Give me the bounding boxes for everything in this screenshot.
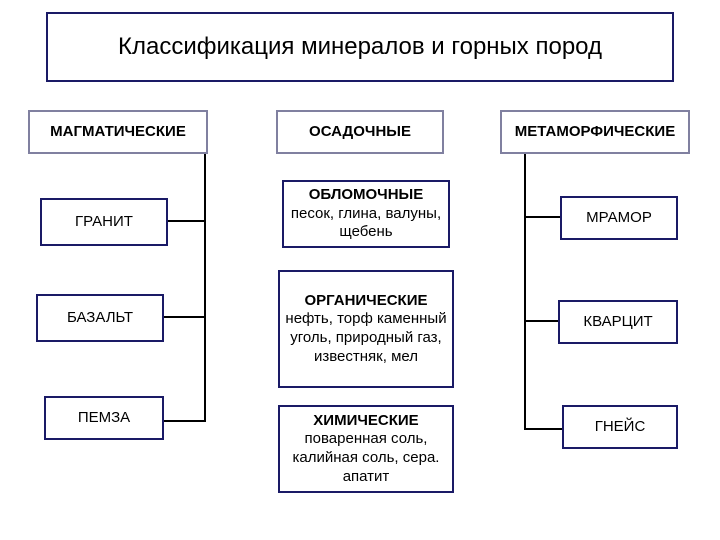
leaf-chemical-heading: ХИМИЧЕСКИЕ [313, 412, 418, 431]
category-magmatic-label: МАГМАТИЧЕСКИЕ [50, 123, 186, 142]
leaf-chemical: ХИМИЧЕСКИЕ поваренная соль, калийная сол… [278, 405, 454, 493]
connector-mag-basalt [164, 316, 204, 318]
category-sedimentary: ОСАДОЧНЫЕ [276, 110, 444, 154]
leaf-quartzite-label: КВАРЦИТ [583, 313, 652, 332]
leaf-marble-label: МРАМОР [586, 209, 652, 228]
connector-mag-granite [168, 220, 204, 222]
leaf-basalt-label: БАЗАЛЬТ [67, 309, 133, 328]
leaf-gneiss: ГНЕЙС [562, 405, 678, 449]
connector-met-quartz [524, 320, 558, 322]
leaf-clastic-heading: ОБЛОМОЧНЫЕ [309, 186, 424, 205]
leaf-basalt: БАЗАЛЬТ [36, 294, 164, 342]
leaf-chemical-body: поваренная соль, калийная соль, сера. ап… [284, 430, 448, 486]
category-magmatic: МАГМАТИЧЕСКИЕ [28, 110, 208, 154]
category-metamorphic-label: МЕТАМОРФИЧЕСКИЕ [515, 123, 675, 142]
leaf-pumice-label: ПЕМЗА [78, 409, 130, 428]
category-sedimentary-label: ОСАДОЧНЫЕ [309, 123, 411, 142]
connector-met-gneiss [524, 428, 562, 430]
leaf-gneiss-label: ГНЕЙС [595, 418, 646, 437]
title-text: Классификация минералов и горных пород [118, 32, 602, 62]
leaf-pumice: ПЕМЗА [44, 396, 164, 440]
connector-met-trunk [524, 154, 526, 430]
leaf-clastic-body: песок, глина, валуны, щебень [288, 205, 444, 243]
leaf-granite: ГРАНИТ [40, 198, 168, 246]
leaf-organic-body: нефть, торф каменный уголь, природный га… [284, 310, 448, 366]
leaf-granite-label: ГРАНИТ [75, 213, 133, 232]
leaf-clastic: ОБЛОМОЧНЫЕ песок, глина, валуны, щебень [282, 180, 450, 248]
connector-met-marble [524, 216, 560, 218]
connector-mag-trunk [204, 154, 206, 422]
diagram-title: Классификация минералов и горных пород [46, 12, 674, 82]
leaf-organic-heading: ОРГАНИЧЕСКИЕ [305, 292, 428, 311]
leaf-marble: МРАМОР [560, 196, 678, 240]
connector-mag-pumice [164, 420, 206, 422]
leaf-quartzite: КВАРЦИТ [558, 300, 678, 344]
category-metamorphic: МЕТАМОРФИЧЕСКИЕ [500, 110, 690, 154]
leaf-organic: ОРГАНИЧЕСКИЕ нефть, торф каменный уголь,… [278, 270, 454, 388]
